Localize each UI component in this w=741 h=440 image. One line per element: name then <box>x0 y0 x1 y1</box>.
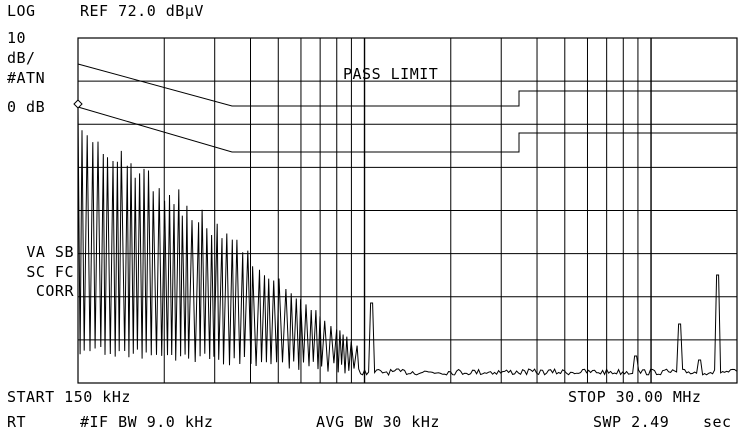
sweep-time: SWP 2.49 <box>593 413 670 431</box>
reference-level-label: REF 72.0 dBµV <box>80 2 204 20</box>
scale-value: 10 <box>7 29 27 47</box>
corr-label: CORR <box>35 282 74 300</box>
quasi-peak-limit-line <box>77 63 737 107</box>
start-frequency: START 150 kHz <box>7 388 131 406</box>
va-sb-label: VA SB <box>26 243 74 261</box>
scale-unit: dB/ <box>7 49 36 67</box>
sc-fc-label: SC FC <box>26 263 74 281</box>
if-bandwidth: #IF BW 9.0 kHz <box>80 413 214 431</box>
graticule <box>77 37 738 384</box>
scale-mode-label: LOG <box>7 2 36 20</box>
pass-limit-label: PASS LIMIT <box>343 65 439 83</box>
sweep-time-unit: sec <box>703 413 732 431</box>
stop-frequency: STOP 30.00 MHz <box>568 388 702 406</box>
average-limit-line <box>77 106 737 153</box>
attenuation-value: 0 dB <box>7 98 46 116</box>
rt-label: RT <box>7 413 27 431</box>
reference-marker-icon <box>73 99 83 109</box>
attenuation-label: #ATN <box>7 69 46 87</box>
limit-lines <box>77 63 737 153</box>
avg-bandwidth: AVG BW 30 kHz <box>316 413 440 431</box>
spectrum-trace <box>77 109 737 377</box>
